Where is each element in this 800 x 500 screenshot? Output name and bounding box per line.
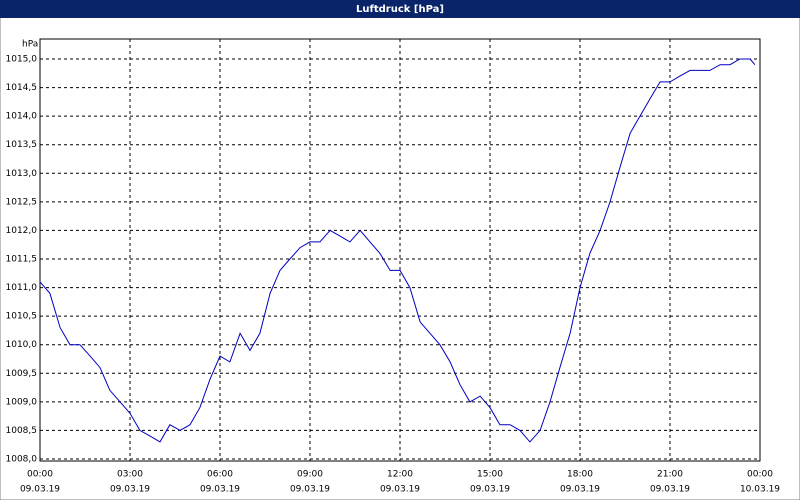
y-tick-label: 1010,5: [6, 312, 38, 322]
x-tick-date: 09.03.19: [200, 485, 240, 495]
x-tick-label: 21:00: [657, 470, 683, 480]
y-unit: hPa: [22, 40, 38, 50]
y-tick-label: 1012,5: [6, 197, 38, 207]
x-tick-label: 00:00: [747, 470, 773, 480]
x-tick-label: 09:00: [297, 470, 323, 480]
x-tick-date: 09.03.19: [20, 485, 60, 495]
data-line: [39, 58, 756, 443]
y-tick-label: 1009,5: [6, 369, 38, 379]
y-tick-label: 1014,0: [6, 112, 38, 122]
y-tick-label: 1013,0: [6, 169, 38, 179]
y-tick-label: 1010,0: [6, 340, 38, 350]
x-tick-label: 12:00: [387, 470, 413, 480]
title-bar: [0, 0, 800, 18]
y-tick-label: 1008,0: [6, 455, 38, 465]
y-tick-label: 1009,0: [6, 397, 38, 407]
y-tick-label: 1011,5: [6, 255, 38, 265]
y-tick-label: 1008,5: [6, 426, 38, 436]
y-tick-label: 1011,0: [6, 283, 38, 293]
x-tick-label: 15:00: [477, 470, 503, 480]
x-tick-date: 09.03.19: [110, 485, 150, 495]
y-tick-label: 1015,0: [6, 55, 38, 65]
x-tick-date: 09.03.19: [470, 485, 510, 495]
x-tick-label: 00:00: [27, 470, 53, 480]
x-tick-date: 09.03.19: [290, 485, 330, 495]
x-tick-date: 09.03.19: [650, 485, 690, 495]
x-tick-date: 10.03.19: [740, 485, 780, 495]
y-tick-label: 1014,5: [6, 83, 38, 93]
y-tick-label: 1012,0: [6, 226, 38, 236]
x-tick-date: 09.03.19: [560, 485, 600, 495]
chart-title: Luftdruck [hPa]: [356, 4, 444, 15]
y-tick-label: 1013,5: [6, 140, 38, 150]
x-tick-label: 06:00: [207, 470, 233, 480]
x-tick-label: 18:00: [567, 470, 593, 480]
x-tick-label: 03:00: [117, 470, 143, 480]
x-tick-date: 09.03.19: [380, 485, 420, 495]
